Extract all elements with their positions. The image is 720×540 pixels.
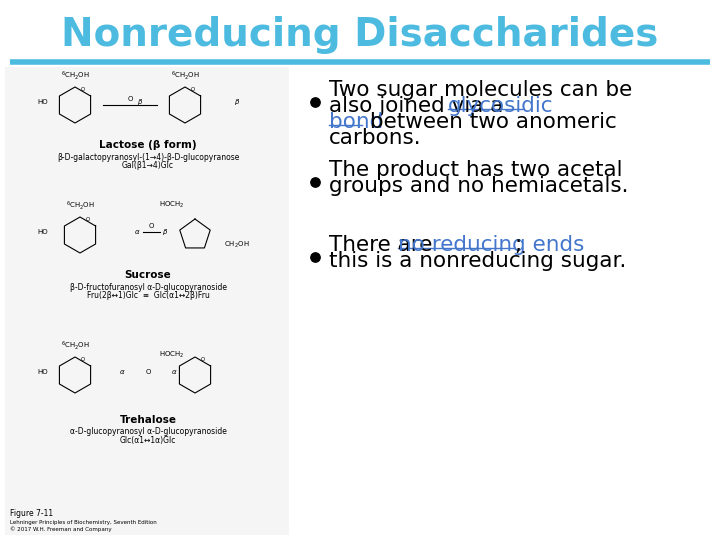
Text: O: O: [81, 87, 85, 92]
Text: O: O: [127, 96, 132, 102]
Text: © 2017 W.H. Freeman and Company: © 2017 W.H. Freeman and Company: [10, 526, 112, 532]
Text: O: O: [201, 357, 205, 362]
Text: carbons.: carbons.: [329, 128, 421, 148]
Text: Nonreducing Disaccharides: Nonreducing Disaccharides: [61, 16, 659, 54]
Text: O: O: [86, 217, 90, 222]
Text: also joined via a: also joined via a: [329, 96, 510, 116]
Text: CH$_2$OH: CH$_2$OH: [224, 240, 250, 250]
Text: O: O: [148, 223, 153, 229]
Text: $^6$CH$_2$OH: $^6$CH$_2$OH: [66, 199, 94, 212]
Text: HO: HO: [37, 99, 48, 105]
Text: Sucrose: Sucrose: [125, 270, 171, 280]
Text: $^6$CH$_2$OH: $^6$CH$_2$OH: [60, 70, 89, 82]
Text: Glc(α1↔1α)Glc: Glc(α1↔1α)Glc: [120, 436, 176, 446]
Text: HOCH$_2$: HOCH$_2$: [159, 350, 185, 360]
Text: bond: bond: [329, 112, 383, 132]
Point: [309, 98, 320, 106]
Text: $\beta$: $\beta$: [137, 97, 143, 107]
Text: groups and no hemiacetals.: groups and no hemiacetals.: [329, 176, 629, 196]
Text: $\beta$: $\beta$: [162, 227, 168, 237]
Text: Gal(β1→4)Glc: Gal(β1→4)Glc: [122, 161, 174, 171]
Text: HO: HO: [37, 229, 48, 235]
Text: $\beta$: $\beta$: [234, 97, 240, 107]
FancyBboxPatch shape: [5, 67, 289, 535]
Text: between two anomeric: between two anomeric: [363, 112, 616, 132]
Point: [309, 253, 320, 261]
Text: β-D-galactopyranosyl-(1→4)-β-D-glucopyranose: β-D-galactopyranosyl-(1→4)-β-D-glucopyra…: [57, 152, 239, 161]
Text: α-D-glucopyranosyl α-D-glucopyranoside: α-D-glucopyranosyl α-D-glucopyranoside: [70, 428, 226, 436]
Text: glycosidic: glycosidic: [448, 96, 553, 116]
Text: O: O: [191, 87, 195, 92]
Text: $\alpha$: $\alpha$: [171, 368, 177, 376]
Text: $^6$CH$_2$OH: $^6$CH$_2$OH: [171, 70, 199, 82]
Text: There are: There are: [329, 235, 439, 255]
Text: Fru(2β↔1)Glc  ≡  Glc(α1↔2β)Fru: Fru(2β↔1)Glc ≡ Glc(α1↔2β)Fru: [86, 292, 210, 300]
Text: The product has two acetal: The product has two acetal: [329, 160, 622, 180]
Text: O: O: [81, 357, 85, 362]
Point: [309, 178, 320, 186]
Text: Lehninger Principles of Biochemistry, Seventh Edition: Lehninger Principles of Biochemistry, Se…: [10, 520, 157, 525]
Text: HOCH$_2$: HOCH$_2$: [159, 200, 185, 210]
Text: Figure 7-11: Figure 7-11: [10, 509, 53, 518]
Text: Two sugar molecules can be: Two sugar molecules can be: [329, 80, 632, 100]
Text: O: O: [145, 369, 150, 375]
Text: $\alpha$: $\alpha$: [134, 228, 140, 236]
Text: β-D-fructofuranosyl α-D-glucopyranoside: β-D-fructofuranosyl α-D-glucopyranoside: [70, 282, 227, 292]
Text: Lactose (β form): Lactose (β form): [99, 140, 197, 150]
Text: this is a nonreducing sugar.: this is a nonreducing sugar.: [329, 251, 626, 271]
Text: HO: HO: [37, 369, 48, 375]
Text: $^6$CH$_2$OH: $^6$CH$_2$OH: [60, 340, 89, 352]
Text: no reducing ends: no reducing ends: [397, 235, 584, 255]
Text: ;: ;: [515, 235, 522, 255]
Text: $\alpha$: $\alpha$: [119, 368, 125, 376]
Text: Trehalose: Trehalose: [120, 415, 176, 425]
